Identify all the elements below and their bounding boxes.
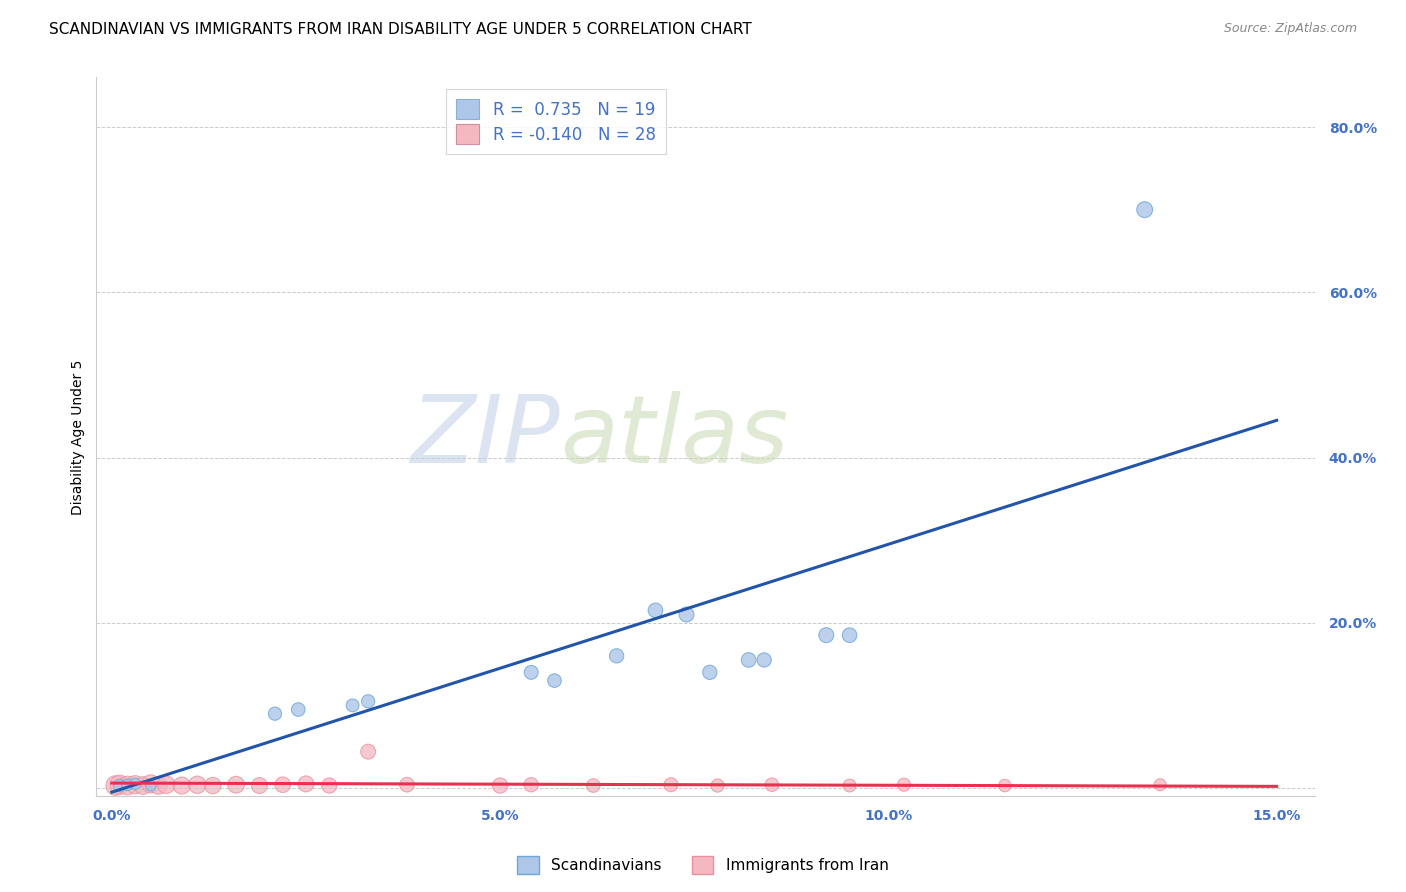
Point <box>815 628 838 642</box>
Legend: Scandinavians, Immigrants from Iran: Scandinavians, Immigrants from Iran <box>512 850 894 880</box>
Text: SCANDINAVIAN VS IMMIGRANTS FROM IRAN DISABILITY AGE UNDER 5 CORRELATION CHART: SCANDINAVIAN VS IMMIGRANTS FROM IRAN DIS… <box>49 22 752 37</box>
Point <box>225 778 247 792</box>
Point <box>155 778 177 792</box>
Point <box>675 607 697 622</box>
Point <box>357 694 380 708</box>
Point <box>201 779 224 793</box>
Point <box>139 777 162 791</box>
Point <box>271 778 294 792</box>
Point <box>108 779 131 793</box>
Point <box>249 779 271 793</box>
Point <box>606 648 628 663</box>
Point <box>582 779 605 793</box>
Point <box>644 603 666 617</box>
Point <box>737 653 759 667</box>
Point <box>124 778 146 792</box>
Y-axis label: Disability Age Under 5: Disability Age Under 5 <box>72 359 86 515</box>
Point <box>264 706 287 721</box>
Point <box>543 673 565 688</box>
Point <box>395 778 418 792</box>
Point <box>117 779 139 793</box>
Point <box>838 779 860 793</box>
Point <box>148 779 170 793</box>
Point <box>357 745 380 759</box>
Point <box>108 778 131 792</box>
Text: atlas: atlas <box>560 392 787 483</box>
Text: ZIP: ZIP <box>411 392 560 483</box>
Point <box>1149 778 1171 792</box>
Point <box>287 702 309 716</box>
Point <box>139 779 162 793</box>
Point <box>1133 202 1156 217</box>
Point <box>659 778 682 792</box>
Point <box>318 779 340 793</box>
Point <box>104 779 127 793</box>
Point <box>520 665 543 680</box>
Point <box>706 779 728 793</box>
Point <box>520 778 543 792</box>
Point <box>754 653 776 667</box>
Point <box>170 779 193 793</box>
Text: Source: ZipAtlas.com: Source: ZipAtlas.com <box>1223 22 1357 36</box>
Point <box>699 665 721 680</box>
Point <box>295 777 318 791</box>
Point <box>132 779 155 793</box>
Point <box>124 777 146 791</box>
Point <box>342 698 364 713</box>
Point <box>838 628 860 642</box>
Legend: R =  0.735   N = 19, R = -0.140   N = 28: R = 0.735 N = 19, R = -0.140 N = 28 <box>446 89 665 153</box>
Point <box>994 779 1017 793</box>
Point <box>489 779 512 793</box>
Point <box>186 778 208 792</box>
Point <box>893 778 915 792</box>
Point <box>117 778 139 792</box>
Point <box>761 778 783 792</box>
